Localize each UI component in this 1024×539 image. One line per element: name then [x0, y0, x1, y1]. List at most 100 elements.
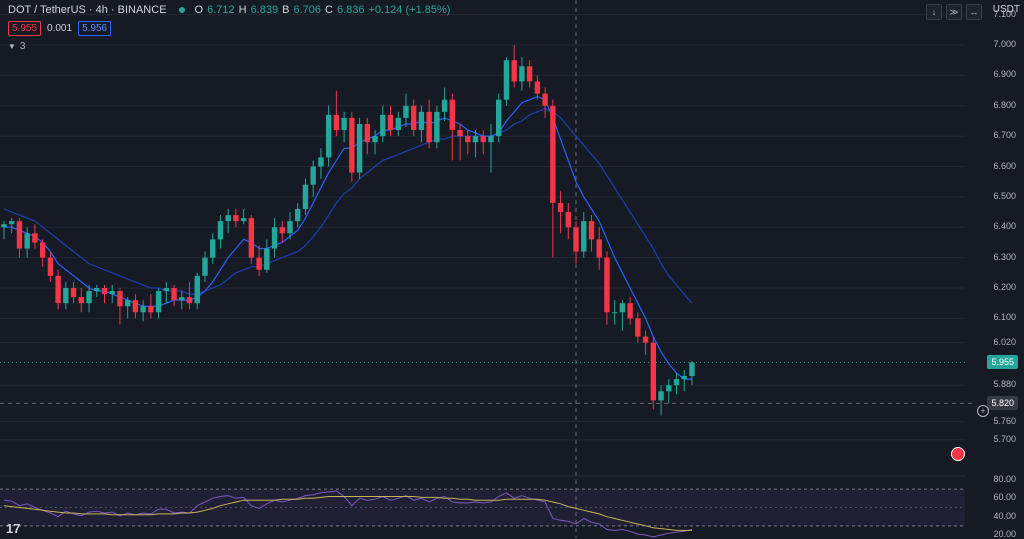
candle-up: [140, 306, 146, 313]
candle-down: [565, 212, 571, 228]
candle-down: [604, 257, 610, 313]
candle-down: [349, 117, 355, 173]
candle-up: [372, 136, 378, 143]
price-tick-label: 6.700: [993, 130, 1016, 141]
candle-down: [279, 227, 285, 234]
bid-ask-row: 5.955 0.001 5.956: [8, 21, 112, 36]
arrow-down-icon[interactable]: ↓: [926, 4, 942, 20]
price-tick-label: 5.880: [993, 379, 1016, 390]
candle-down: [573, 227, 579, 252]
candle-up: [689, 362, 695, 377]
candle-up: [287, 221, 293, 234]
price-tick-label: 6.300: [993, 251, 1016, 262]
oscillator-tick-label: 40.00: [993, 510, 1016, 521]
candle-down: [426, 111, 432, 143]
candle-up: [109, 291, 115, 295]
candle-down: [642, 336, 649, 343]
candle-down: [511, 60, 517, 82]
open-label: O: [194, 4, 204, 16]
candle-down: [526, 66, 533, 82]
candle-up: [295, 209, 301, 222]
candle-down: [534, 81, 541, 94]
candle-down: [410, 105, 417, 131]
tradingview-logo[interactable]: 17: [6, 521, 21, 536]
candle-up: [472, 136, 479, 143]
candle-down: [171, 288, 177, 301]
candle-down: [117, 291, 123, 307]
add-alert-icon[interactable]: +: [977, 405, 989, 417]
oscillator-tick-label: 20.00: [993, 529, 1016, 539]
candle-down: [596, 239, 602, 258]
candle-up: [86, 291, 92, 304]
candle-up: [210, 239, 216, 258]
candle-up: [418, 111, 425, 131]
candle-down: [70, 288, 77, 298]
candle-up: [217, 221, 224, 240]
high-label: H: [238, 4, 247, 16]
candle-up: [619, 303, 626, 313]
candle-down: [233, 215, 239, 222]
price-tick-label: 6.020: [993, 336, 1016, 347]
candle-up: [681, 376, 687, 380]
candle-up: [63, 288, 69, 304]
candle-up: [302, 184, 309, 210]
candle-down: [550, 105, 556, 203]
ma-slow-line: [3, 108, 693, 304]
candle-up: [124, 300, 131, 307]
candle-up: [310, 166, 316, 185]
chevron-down-icon: ▼: [8, 42, 16, 51]
candle-down: [132, 300, 139, 313]
candle-up: [356, 123, 363, 173]
price-tick-label: 6.100: [993, 312, 1016, 323]
price-tick-label: 5.760: [993, 415, 1016, 426]
currency-label[interactable]: USDT: [992, 4, 1020, 15]
candle-up: [264, 248, 270, 270]
oscillator-tick-label: 60.00: [993, 492, 1016, 503]
candle-down: [16, 221, 23, 249]
low-label: B: [282, 4, 290, 16]
candle-up: [673, 379, 680, 386]
change-value: +0.124 (+1.85%): [368, 4, 451, 16]
candle-down: [480, 136, 486, 143]
candle-up: [395, 117, 401, 131]
candle-down: [47, 257, 54, 276]
candle-up: [155, 291, 162, 313]
candle-down: [32, 233, 38, 243]
candle-up: [496, 99, 502, 137]
symbol-title[interactable]: DOT / TetherUS · 4h · BINANCE: [8, 4, 167, 16]
market-status-icon: [178, 7, 185, 13]
us-flag-icon[interactable]: [951, 447, 965, 461]
candle-down: [55, 275, 61, 304]
buy-price-button[interactable]: 5.956: [78, 21, 112, 36]
indicators-toggle[interactable]: ▼ 3: [8, 41, 25, 52]
candle-up: [503, 60, 510, 100]
crosshair-price-label: 5.820: [987, 396, 1018, 411]
candle-up: [488, 136, 494, 143]
candle-down: [465, 136, 471, 143]
candle-up: [240, 218, 247, 222]
candle-down: [148, 306, 154, 313]
candle-down: [449, 99, 456, 131]
open-value: 6.712: [207, 4, 235, 16]
price-tick-label: 6.600: [993, 160, 1016, 171]
candle-down: [457, 130, 463, 137]
sell-price-button[interactable]: 5.955: [8, 21, 42, 36]
expand-icon[interactable]: ↔: [966, 4, 982, 20]
candle-up: [325, 114, 332, 158]
candle-up: [24, 233, 30, 249]
candle-up: [611, 312, 618, 314]
collapse-icon[interactable]: ≫: [946, 4, 962, 20]
close-label: C: [324, 4, 333, 16]
symbol-header: DOT / TetherUS · 4h · BINANCE O 6.712 H 6.…: [8, 4, 450, 16]
candle-up: [94, 288, 100, 292]
candle-up: [380, 114, 386, 137]
candle-up: [318, 157, 324, 167]
oscillator-tick-label: 80.00: [993, 474, 1016, 484]
price-tick-label: 7.100: [993, 8, 1016, 19]
candle-up: [441, 99, 448, 112]
price-tick-label: 6.800: [993, 99, 1016, 110]
candle-up: [666, 385, 672, 392]
candle-down: [78, 297, 84, 304]
low-value: 6.706: [293, 4, 321, 16]
